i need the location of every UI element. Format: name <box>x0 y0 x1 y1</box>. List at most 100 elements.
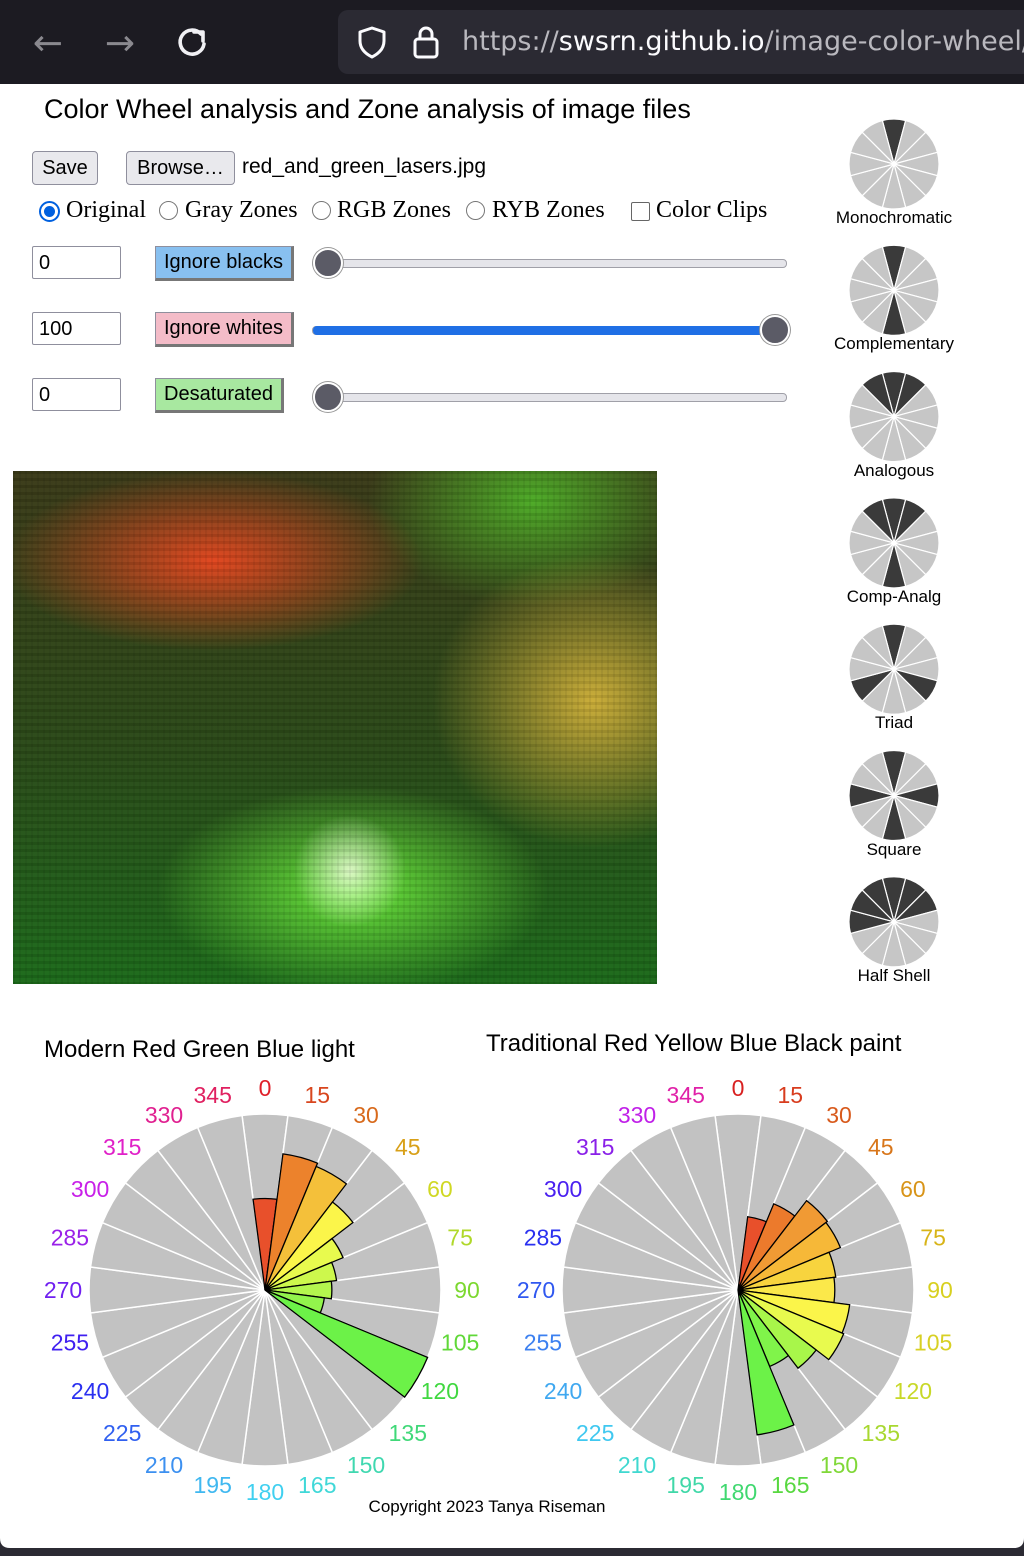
ignore-whites-slider-thumb[interactable] <box>760 315 790 345</box>
tick-label-75: 75 <box>447 1225 473 1251</box>
desaturated-slider-thumb[interactable] <box>313 382 343 412</box>
ignore-blacks-slider[interactable] <box>312 248 787 278</box>
chart-bar <box>264 1280 333 1300</box>
tick-label-195: 195 <box>194 1472 232 1498</box>
desaturated-button[interactable]: Desaturated <box>155 378 284 413</box>
wheel-sector <box>669 1114 739 1291</box>
tick-label-210: 210 <box>618 1452 656 1478</box>
desaturated-input[interactable]: 0 <box>32 378 121 411</box>
tick-label-285: 285 <box>524 1225 562 1251</box>
tick-label-180: 180 <box>719 1479 757 1505</box>
tick-label-15: 15 <box>778 1082 804 1108</box>
analyzed-photo <box>13 471 657 984</box>
chart-bar <box>264 1289 429 1399</box>
harmony-label-complementary[interactable]: Complementary <box>834 334 954 353</box>
reload-svg <box>178 28 206 56</box>
ignore-blacks-slider-thumb[interactable] <box>313 248 343 278</box>
ignore-whites-slider[interactable] <box>312 315 790 345</box>
color-clips-label[interactable]: Color Clips <box>656 197 768 223</box>
radio-ryb-zones-label[interactable]: RYB Zones <box>492 197 605 223</box>
file-name: red_and_green_lasers.jpg <box>242 155 487 178</box>
tick-label-330: 330 <box>145 1102 183 1128</box>
page-title: Color Wheel analysis and Zone analysis o… <box>44 94 691 124</box>
tick-label-240: 240 <box>71 1378 109 1404</box>
harmony-wheel-analogous[interactable] <box>848 371 940 463</box>
back-arrow-icon[interactable]: ← <box>32 23 64 64</box>
radio-gray-zones-label[interactable]: Gray Zones <box>185 197 298 223</box>
photo-texture <box>13 471 657 984</box>
url-bar[interactable]: https://swsrn.github.io/image-color-whee… <box>338 10 1024 74</box>
save-button[interactable]: Save <box>32 151 98 185</box>
url-text[interactable]: https://swsrn.github.io/image-color-whee… <box>462 24 1024 60</box>
harmony-segment <box>861 624 896 672</box>
ignore-whites-button[interactable]: Ignore whites <box>155 312 294 347</box>
browse-button[interactable]: Browse… <box>126 151 235 185</box>
tick-label-285: 285 <box>51 1225 89 1251</box>
tick-label-105: 105 <box>914 1329 952 1355</box>
chart-bar <box>264 1261 338 1291</box>
tick-label-135: 135 <box>389 1420 427 1446</box>
url-path: /image-color-wheel/ <box>764 26 1024 57</box>
ignore-blacks-input[interactable]: 0 <box>32 246 121 279</box>
tick-label-0: 0 <box>259 1075 272 1101</box>
tick-label-120: 120 <box>894 1378 932 1404</box>
tick-label-15: 15 <box>305 1082 331 1108</box>
tick-label-90: 90 <box>454 1277 480 1303</box>
ignore-blacks-button[interactable]: Ignore blacks <box>155 246 294 281</box>
chart-bar <box>264 1165 348 1291</box>
tick-label-30: 30 <box>353 1102 379 1128</box>
tick-label-165: 165 <box>771 1472 809 1498</box>
harmony-label-analogous[interactable]: Analogous <box>853 461 935 480</box>
tick-label-255: 255 <box>524 1329 562 1355</box>
harmony-wheel-triad[interactable] <box>848 623 940 715</box>
reload-icon[interactable] <box>168 20 216 68</box>
ignore-whites-slider-fill <box>313 326 773 335</box>
shield-icon[interactable] <box>354 24 390 60</box>
radio-rgb-zones-label[interactable]: RGB Zones <box>337 197 451 223</box>
harmony-label-triad[interactable]: Triad <box>874 713 914 732</box>
harmony-wheel-monochromatic[interactable] <box>848 118 940 210</box>
tick-label-240: 240 <box>544 1378 582 1404</box>
tick-label-135: 135 <box>862 1420 900 1446</box>
forward-arrow-icon[interactable]: → <box>104 23 136 64</box>
harmony-label-square[interactable]: Square <box>866 840 922 859</box>
harmony-wheel-half-shell[interactable] <box>848 876 940 968</box>
tick-label-330: 330 <box>618 1102 656 1128</box>
chart-bar <box>264 1201 354 1291</box>
harmony-label-half-shell[interactable]: Half Shell <box>857 966 931 985</box>
tick-label-60: 60 <box>900 1176 926 1202</box>
tick-label-150: 150 <box>820 1452 858 1478</box>
radio-ryb-zones[interactable] <box>466 201 485 220</box>
radio-rgb-zones[interactable] <box>312 201 331 220</box>
radio-original-label[interactable]: Original <box>66 197 146 223</box>
tick-label-315: 315 <box>103 1134 141 1160</box>
tick-label-105: 105 <box>441 1329 479 1355</box>
photo-texture-vertical <box>13 471 657 984</box>
tick-label-345: 345 <box>667 1082 705 1108</box>
desaturated-slider[interactable] <box>312 382 787 412</box>
harmony-segment <box>861 877 896 924</box>
harmony-label-monochromatic[interactable]: Monochromatic <box>835 208 953 227</box>
harmony-segment <box>861 372 896 419</box>
harmony-icons <box>848 118 940 968</box>
harmony-wheel-complementary[interactable] <box>848 244 940 336</box>
harmony-wheel-square[interactable] <box>848 749 940 842</box>
harmony-segment <box>861 498 896 545</box>
tick-label-195: 195 <box>667 1472 705 1498</box>
chart-bar <box>737 1289 818 1370</box>
rgb-chart-title: Modern Red Green Blue light <box>44 1036 355 1063</box>
radio-gray-zones[interactable] <box>159 201 178 220</box>
harmony-wheel-comp-analg[interactable] <box>848 497 940 589</box>
tick-label-300: 300 <box>71 1176 109 1202</box>
tick-label-120: 120 <box>421 1378 459 1404</box>
tick-label-60: 60 <box>427 1176 453 1202</box>
color-clips-checkbox[interactable] <box>631 202 650 221</box>
ignore-whites-input[interactable]: 100 <box>32 312 121 345</box>
ryb-chart-title: Traditional Red Yellow Blue Black paint <box>486 1030 902 1057</box>
harmony-label-comp-analg[interactable]: Comp-Analg <box>846 587 942 606</box>
harmony-segment <box>861 119 896 167</box>
radio-original[interactable] <box>39 201 60 222</box>
tick-label-345: 345 <box>194 1082 232 1108</box>
tick-label-165: 165 <box>298 1472 336 1498</box>
